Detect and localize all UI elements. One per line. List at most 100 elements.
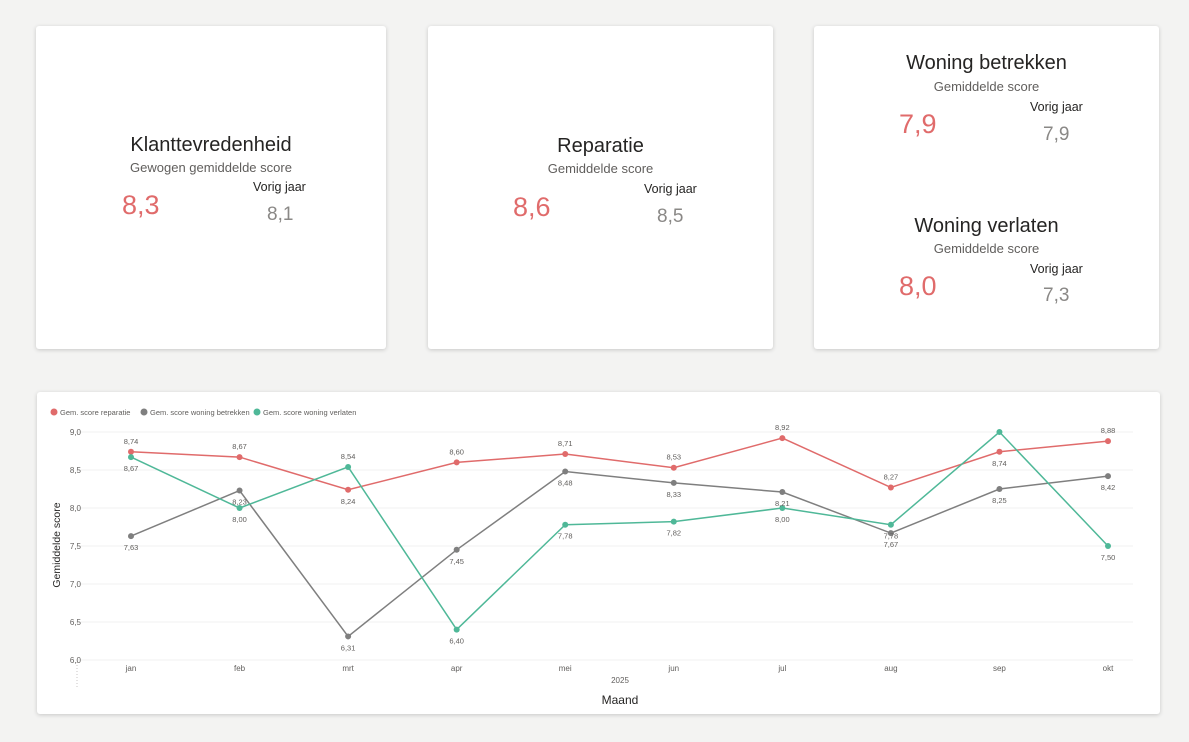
kpi-previous-year-label-betrekken: Vorig jaar [1030, 100, 1083, 114]
kpi-subtitle-betrekken: Gemiddelde score [933, 79, 1040, 94]
kpi-card-klanttevredenheid[interactable]: Klanttevredenheid Gewogen gemiddelde sco… [36, 26, 386, 349]
data-point[interactable] [128, 533, 134, 540]
kpi-previous-year-label: Vorig jaar [253, 180, 306, 194]
data-point[interactable] [345, 463, 352, 470]
kpi-card-reparatie[interactable]: Reparatie Gemiddelde score 8,6 Vorig jaa… [428, 26, 773, 349]
data-label: 8,74 [124, 437, 139, 446]
data-point[interactable] [779, 505, 786, 511]
kpi-subtitle: Gemiddelde score [547, 161, 654, 176]
data-point[interactable] [996, 486, 1003, 492]
data-label: 6,31 [341, 643, 356, 652]
x-tick-label: feb [234, 664, 246, 673]
x-axis-title: Maand [602, 693, 639, 707]
y-tick-label: 7,5 [70, 542, 82, 551]
data-label: 7,63 [124, 543, 139, 552]
data-point[interactable] [128, 448, 134, 455]
data-point[interactable] [562, 451, 569, 458]
data-point[interactable] [670, 479, 677, 486]
y-tick-label: 8,5 [70, 466, 82, 475]
data-label: 8,88 [1101, 426, 1116, 435]
kpi-previous-year-value-betrekken: 7,9 [1043, 124, 1070, 145]
chart-series [128, 429, 1111, 640]
data-point[interactable] [887, 530, 894, 537]
chart-gridlines [76, 431, 1133, 661]
y-axis-title: Gemiddelde score [51, 502, 63, 587]
data-label: 8,74 [992, 459, 1007, 468]
data-point[interactable] [887, 521, 894, 528]
data-label: 8,67 [124, 464, 139, 473]
kpi-title: Klanttevredenheid [130, 134, 292, 156]
line-chart[interactable]: Gem. score reparatie Gem. score woning be… [37, 392, 1160, 714]
y-axis: 6,0 6,5 7,0 7,5 8,0 8,5 9,0 [70, 428, 82, 665]
series-line[interactable] [130, 437, 1109, 491]
data-point[interactable] [562, 468, 569, 475]
x-tick-label: okt [1103, 664, 1114, 673]
data-point[interactable] [779, 435, 786, 442]
data-label: 7,78 [884, 532, 899, 541]
legend-label[interactable]: Gem. score reparatie [60, 408, 130, 417]
data-point[interactable] [1105, 438, 1111, 445]
x-tick-label: jan [125, 664, 137, 673]
data-point[interactable] [779, 489, 786, 496]
data-point[interactable] [996, 429, 1003, 435]
kpi-value-betrekken: 7,9 [899, 109, 937, 139]
x-tick-label: jun [667, 664, 679, 673]
y-tick-label: 9,0 [70, 428, 82, 437]
data-point[interactable] [670, 518, 677, 525]
data-label: 8,33 [666, 490, 681, 499]
data-point[interactable] [1105, 473, 1111, 480]
kpi-value-verlaten: 8,0 [899, 271, 937, 301]
data-point[interactable] [453, 459, 460, 466]
data-label: 7,67 [884, 540, 899, 549]
kpi-previous-year-value-verlaten: 7,3 [1043, 285, 1070, 306]
data-label: 7,78 [558, 532, 573, 541]
kpi-previous-year-label: Vorig jaar [644, 182, 697, 196]
series-line[interactable] [130, 470, 1109, 638]
x-tick-label: mei [559, 664, 572, 673]
x-tick-label: apr [451, 664, 463, 673]
data-label: 8,24 [341, 497, 356, 506]
data-point[interactable] [453, 626, 460, 633]
data-point[interactable] [236, 505, 243, 511]
data-point[interactable] [236, 454, 243, 461]
kpi-card-woning[interactable]: Woning betrekken Gemiddelde score 7,9 Vo… [814, 26, 1159, 349]
kpi-title-betrekken: Woning betrekken [906, 52, 1067, 74]
x-tick-label: sep [993, 664, 1006, 673]
data-label: 8,92 [775, 423, 790, 432]
y-tick-label: 6,5 [70, 618, 82, 627]
chart-legend: Gem. score reparatie Gem. score woning be… [50, 408, 356, 417]
series-line[interactable] [130, 430, 1109, 631]
data-label: 8,71 [558, 439, 573, 448]
data-label: 8,25 [992, 496, 1007, 505]
data-label: 8,60 [449, 447, 464, 456]
data-point[interactable] [887, 484, 894, 491]
x-axis-year-label: 2025 [611, 676, 629, 685]
x-tick-label: mrt [342, 664, 354, 673]
legend-marker[interactable] [50, 408, 58, 416]
data-point[interactable] [345, 633, 352, 640]
data-point[interactable] [128, 454, 134, 461]
data-point[interactable] [453, 546, 460, 553]
data-label: 8,00 [775, 515, 790, 524]
data-point[interactable] [345, 486, 352, 493]
data-label: 7,45 [449, 557, 464, 566]
line-chart-card[interactable]: Gem. score reparatie Gem. score woning be… [37, 392, 1160, 714]
data-label: 8,48 [558, 479, 573, 488]
legend-marker[interactable] [140, 408, 148, 416]
data-point[interactable] [236, 487, 243, 494]
kpi-previous-year-label-verlaten: Vorig jaar [1030, 262, 1083, 276]
data-label: 7,82 [666, 529, 681, 538]
legend-label[interactable]: Gem. score woning verlaten [263, 408, 356, 417]
data-label: 6,40 [449, 637, 464, 646]
kpi-title: Reparatie [557, 135, 644, 157]
legend-label[interactable]: Gem. score woning betrekken [150, 408, 250, 417]
data-label: 8,67 [232, 442, 247, 451]
data-label: 8,23 [232, 498, 247, 507]
data-point[interactable] [1105, 543, 1111, 549]
legend-marker[interactable] [253, 408, 261, 416]
data-point[interactable] [562, 521, 569, 528]
y-tick-label: 8,0 [70, 504, 82, 513]
data-point[interactable] [670, 464, 677, 471]
x-tick-label: jul [777, 664, 786, 673]
data-point[interactable] [996, 448, 1003, 455]
